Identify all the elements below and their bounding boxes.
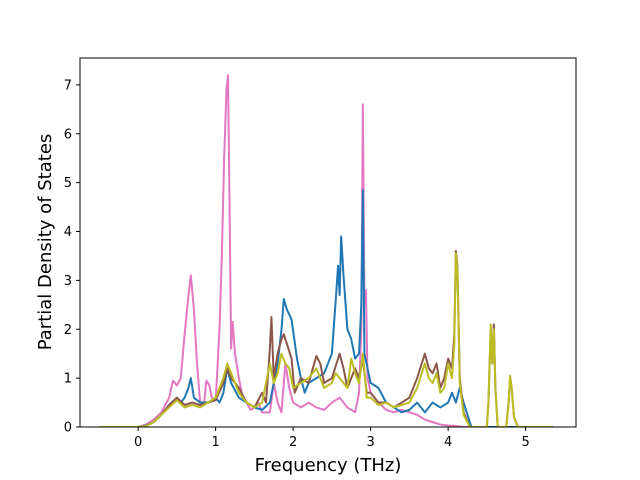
y-tick-label: 4 — [64, 225, 72, 240]
plot-frame — [79, 57, 577, 428]
x-tick-label: 5 — [521, 435, 529, 450]
y-tick-label: 5 — [64, 176, 72, 191]
x-axis-ticks: 0 1 2 3 4 5 — [134, 427, 530, 450]
y-tick-label: 0 — [64, 421, 72, 436]
y-tick-label: 2 — [64, 323, 72, 338]
x-tick-label: 2 — [289, 435, 297, 450]
x-axis-title: Frequency (THz) — [255, 455, 402, 476]
series-line-4 — [99, 252, 553, 427]
series-line-1 — [99, 74, 553, 427]
y-tick-label: 3 — [64, 274, 72, 289]
x-tick-label: 4 — [444, 435, 452, 450]
y-tick-label: 7 — [64, 78, 72, 93]
x-tick-label: 0 — [134, 435, 142, 450]
y-axis-ticks: 0 1 2 3 4 5 6 7 — [64, 78, 80, 436]
series-line-2 — [99, 188, 553, 427]
series-layer — [99, 74, 553, 427]
x-tick-label: 1 — [211, 435, 219, 450]
y-tick-label: 6 — [64, 127, 72, 142]
x-tick-label: 3 — [366, 435, 374, 450]
y-tick-label: 1 — [64, 372, 72, 387]
y-axis-title: Partial Density of States — [35, 134, 56, 351]
